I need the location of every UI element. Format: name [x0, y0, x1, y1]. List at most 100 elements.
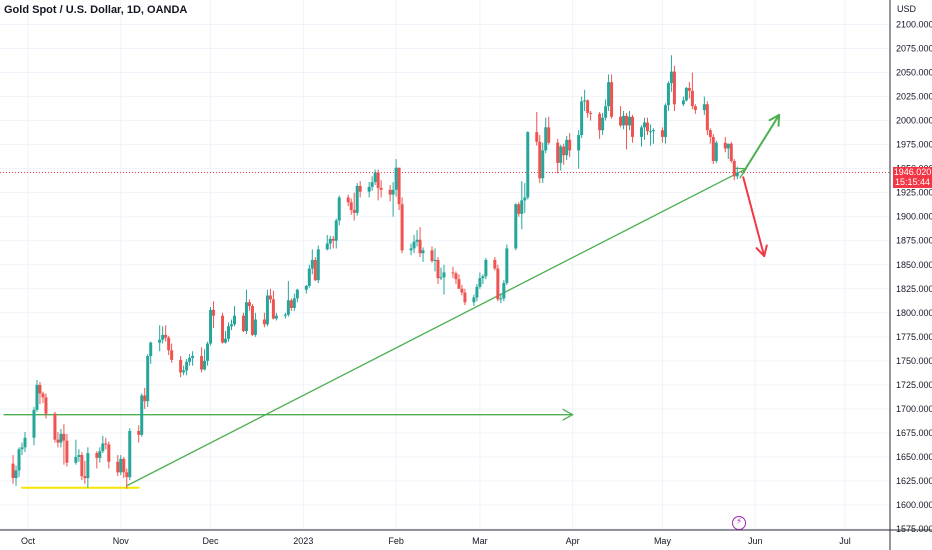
price-axis-currency: USD [897, 4, 917, 14]
candle-body [589, 112, 593, 114]
candle-body [681, 100, 685, 105]
candle-body [65, 440, 69, 463]
lightning-icon[interactable]: ⚡ [732, 516, 746, 530]
candle-body [161, 334, 165, 340]
candle-body [122, 458, 126, 473]
candle-body [457, 279, 461, 289]
drawings-layer [0, 113, 890, 489]
price-tick-label: 2000.000 [896, 116, 932, 126]
price-tick-label: 1650.000 [896, 452, 932, 462]
candle-body [463, 292, 467, 303]
candle-body [83, 476, 87, 479]
price-tick-label: 2050.000 [896, 68, 932, 78]
candle-body [313, 259, 317, 281]
candle-body [203, 360, 207, 370]
candle-body [708, 130, 712, 137]
candle-body [376, 172, 380, 188]
candle-body [185, 361, 189, 371]
date-tick-label: Mar [472, 536, 488, 546]
candle-body [38, 384, 42, 394]
candle-body [538, 141, 542, 179]
candle-body [475, 286, 479, 298]
candle-body [693, 106, 697, 111]
candle-body [454, 273, 458, 280]
candle-body [355, 185, 359, 213]
candle-body [523, 197, 527, 201]
candle-body [253, 319, 257, 335]
candle-body [526, 132, 530, 198]
bearish-arrowhead [755, 244, 768, 258]
price-tick-label: 1700.000 [896, 404, 932, 414]
candle-body [137, 431, 141, 435]
candle-body [391, 189, 395, 195]
candle-body [514, 204, 518, 249]
candle-body [98, 451, 102, 458]
candle-body [442, 272, 446, 278]
candle-body [262, 319, 266, 325]
candle-body [472, 297, 476, 303]
price-tick-label: 1800.000 [896, 308, 932, 318]
candle-body [648, 131, 652, 133]
candle-body [101, 443, 105, 452]
candle-body [212, 309, 216, 316]
candle-body [250, 306, 254, 335]
date-tick-label: Dec [203, 536, 220, 546]
candle-body [307, 268, 311, 286]
candle-body [349, 202, 353, 210]
candle-body [77, 455, 81, 457]
candle-body [625, 115, 629, 126]
candle-body [577, 135, 581, 151]
candle-body [188, 357, 192, 362]
candle-body [583, 100, 587, 102]
candle-body [23, 437, 27, 448]
date-tick-label: Apr [566, 536, 580, 546]
candle-body [723, 142, 727, 149]
candle-body [283, 314, 287, 316]
candle-body [310, 259, 314, 269]
price-tick-label: 2025.000 [896, 92, 932, 102]
price-tick-label: 1600.000 [896, 500, 932, 510]
candle-body [232, 315, 236, 325]
candle-body [191, 356, 195, 358]
candle-body [358, 185, 362, 192]
candle-body [116, 461, 120, 473]
candle-body [292, 298, 296, 308]
candle-body [304, 285, 308, 290]
price-tick-label: 1975.000 [896, 140, 932, 150]
candle-body [499, 298, 503, 300]
candle-body [412, 241, 416, 249]
date-tick-label: Oct [21, 536, 36, 546]
price-tick-label: 1850.000 [896, 260, 932, 270]
candle-body [690, 90, 694, 107]
candles-layer [11, 55, 739, 489]
candle-body [337, 197, 341, 221]
candle-body [607, 82, 611, 107]
candle-body [421, 250, 425, 254]
candle-body [128, 431, 132, 478]
candle-body [268, 295, 272, 300]
candle-body [265, 295, 269, 325]
candle-body [164, 334, 168, 338]
candle-body [370, 182, 374, 187]
candle-body [622, 115, 626, 126]
candle-body [331, 238, 335, 241]
price-tick-label: 2100.000 [896, 20, 932, 30]
candle-body [286, 300, 290, 315]
candle-body [209, 309, 213, 344]
candle-body [439, 277, 443, 279]
candle-body [241, 315, 245, 332]
candle-body [732, 160, 736, 177]
last-price-value: 1946.020 [893, 167, 932, 177]
candle-body [568, 139, 572, 151]
candle-body [143, 395, 147, 402]
candle-body [517, 204, 521, 214]
candle-body [140, 395, 144, 435]
candle-body [711, 136, 715, 161]
candle-body [687, 87, 691, 91]
candle-body [672, 71, 676, 105]
price-tick-label: 1625.000 [896, 476, 932, 486]
candle-body [158, 339, 162, 343]
candle-body [56, 439, 60, 443]
